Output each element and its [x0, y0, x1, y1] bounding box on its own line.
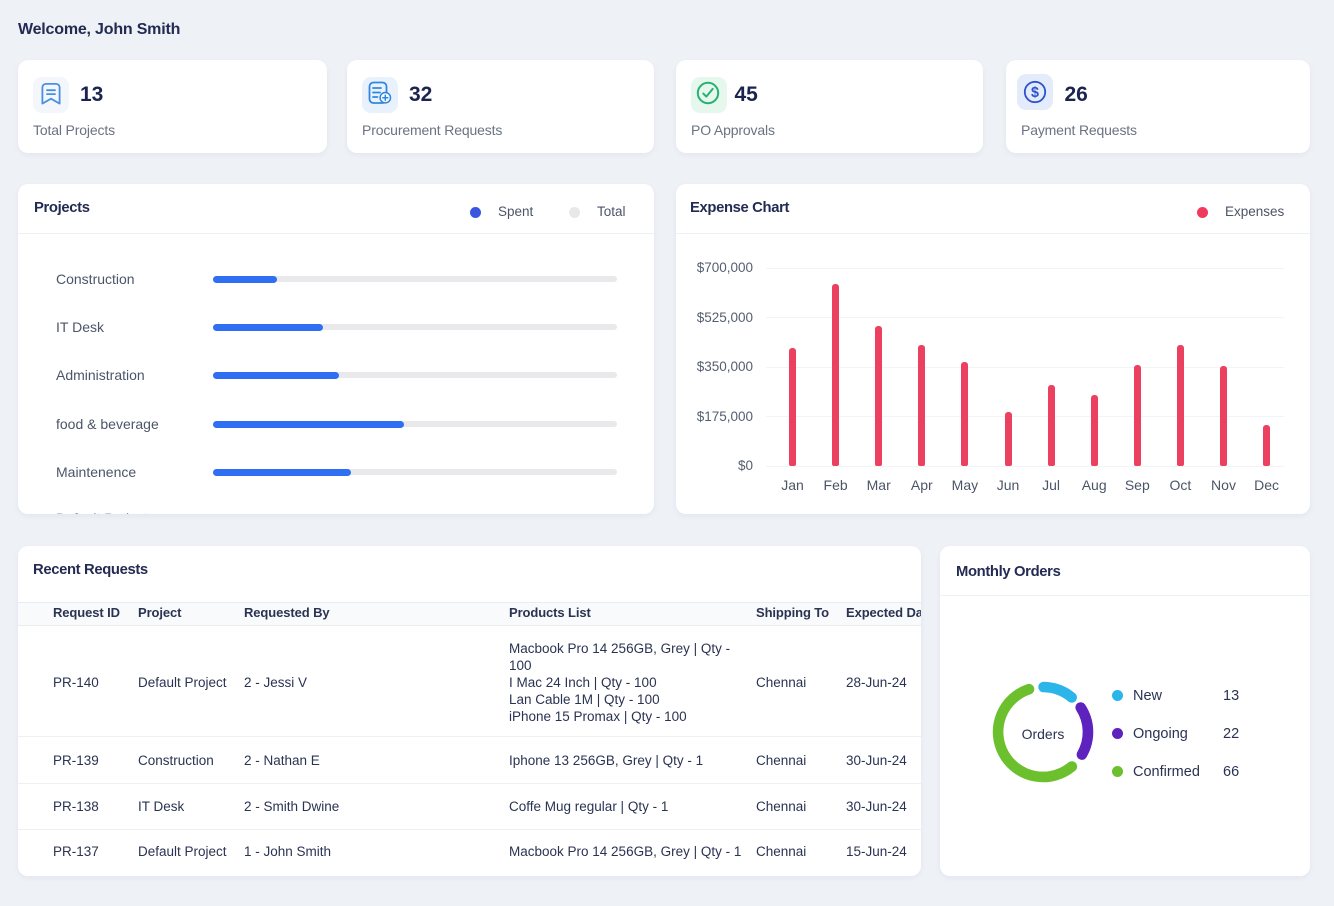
svg-text:Orders: Orders: [1022, 726, 1065, 742]
svg-text:$: $: [1031, 85, 1039, 101]
